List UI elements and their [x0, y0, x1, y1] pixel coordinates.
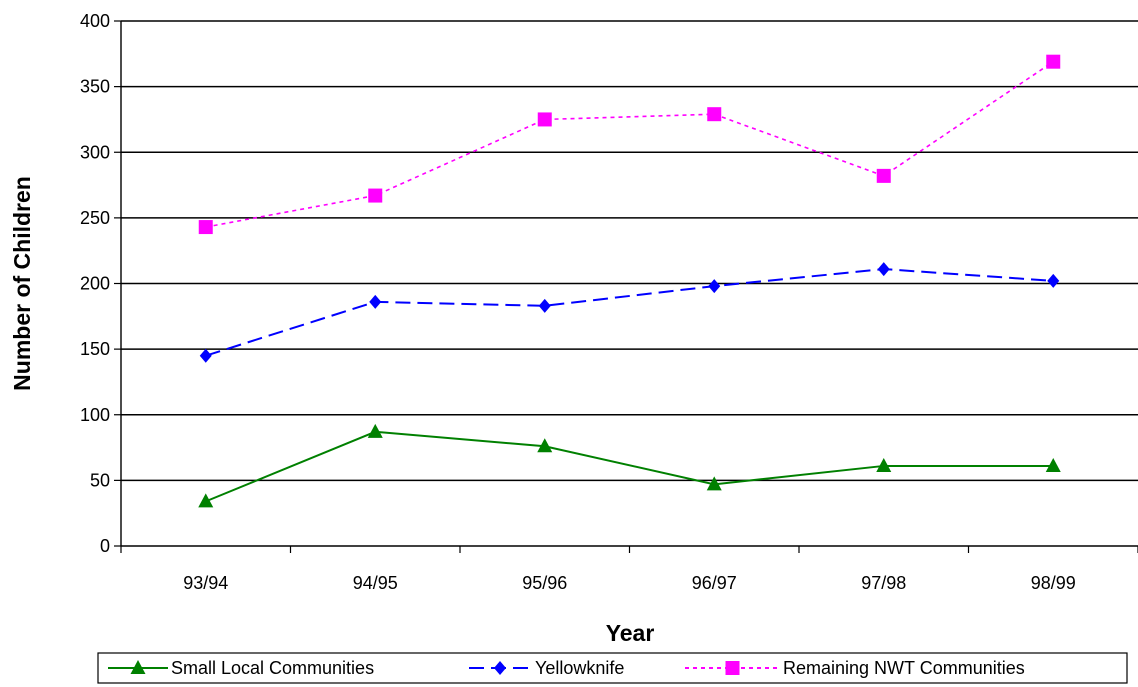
- gridlines: [121, 20, 1138, 482]
- legend-label-1: Yellowknife: [535, 658, 624, 678]
- series-0-point-1: [367, 423, 383, 438]
- series-0-point-2: [537, 438, 553, 453]
- series-0: [198, 423, 1061, 508]
- series-1-point-0: [199, 348, 212, 363]
- series-0-point-0: [198, 493, 214, 508]
- legend-label-0: Small Local Communities: [171, 658, 374, 678]
- series-0-point-5: [1045, 457, 1061, 472]
- series-2: [198, 54, 1061, 235]
- series-1-point-5: [1047, 273, 1060, 288]
- x-tick-label-93/94: 93/94: [183, 573, 228, 593]
- series-1-point-4: [877, 262, 890, 277]
- series-0-point-3: [706, 476, 722, 491]
- y-tick-label-0: 0: [100, 536, 110, 556]
- y-axis-title: Number of Children: [9, 176, 35, 391]
- series-2-point-4: [876, 168, 891, 183]
- series-2-point-3: [707, 107, 722, 122]
- x-tick-label-95/96: 95/96: [522, 573, 567, 593]
- x-tick-label-96/97: 96/97: [692, 573, 737, 593]
- x-tick-label-94/95: 94/95: [353, 573, 398, 593]
- y-tick-label-150: 150: [80, 339, 110, 359]
- legend: Small Local Communities Yellowknife Remain…: [97, 652, 1128, 684]
- series-2-point-0: [198, 220, 213, 235]
- series-line-1: [205, 268, 1054, 357]
- series-line-0: [205, 430, 1054, 503]
- series-1-point-2: [538, 298, 551, 313]
- series-1: [199, 262, 1060, 363]
- y-tick-labels: 0 50 100 150 200 250 300 350 400: [80, 11, 110, 556]
- y-tick-label-350: 350: [80, 77, 110, 97]
- y-tick-label-250: 250: [80, 208, 110, 228]
- y-tick-label-400: 400: [80, 11, 110, 31]
- legend-marker-2: [725, 661, 740, 675]
- y-tick-label-50: 50: [90, 470, 110, 490]
- y-tick-label-200: 200: [80, 274, 110, 294]
- legend-box: [97, 652, 1128, 684]
- series-2-point-5: [1046, 54, 1061, 69]
- series-0-point-4: [876, 457, 892, 472]
- series-line-2: [205, 61, 1054, 228]
- series-2-point-2: [537, 112, 552, 127]
- y-tick-label-100: 100: [80, 405, 110, 425]
- legend-marker-1: [494, 661, 506, 675]
- axes: [114, 20, 1138, 553]
- x-tick-label-97/98: 97/98: [861, 573, 906, 593]
- y-tick-label-300: 300: [80, 142, 110, 162]
- x-tick-labels: 93/94 94/95 95/96 96/97 97/98 98/99: [183, 573, 1076, 593]
- series-1-point-3: [708, 279, 721, 294]
- x-tick-label-98/99: 98/99: [1031, 573, 1076, 593]
- series-1-point-1: [369, 294, 382, 309]
- series-2-point-1: [368, 188, 383, 203]
- legend-marker-0: [130, 660, 146, 674]
- x-axis-title: Year: [606, 620, 655, 646]
- legend-label-2: Remaining NWT Communities: [783, 658, 1025, 678]
- series-layer: [198, 54, 1061, 508]
